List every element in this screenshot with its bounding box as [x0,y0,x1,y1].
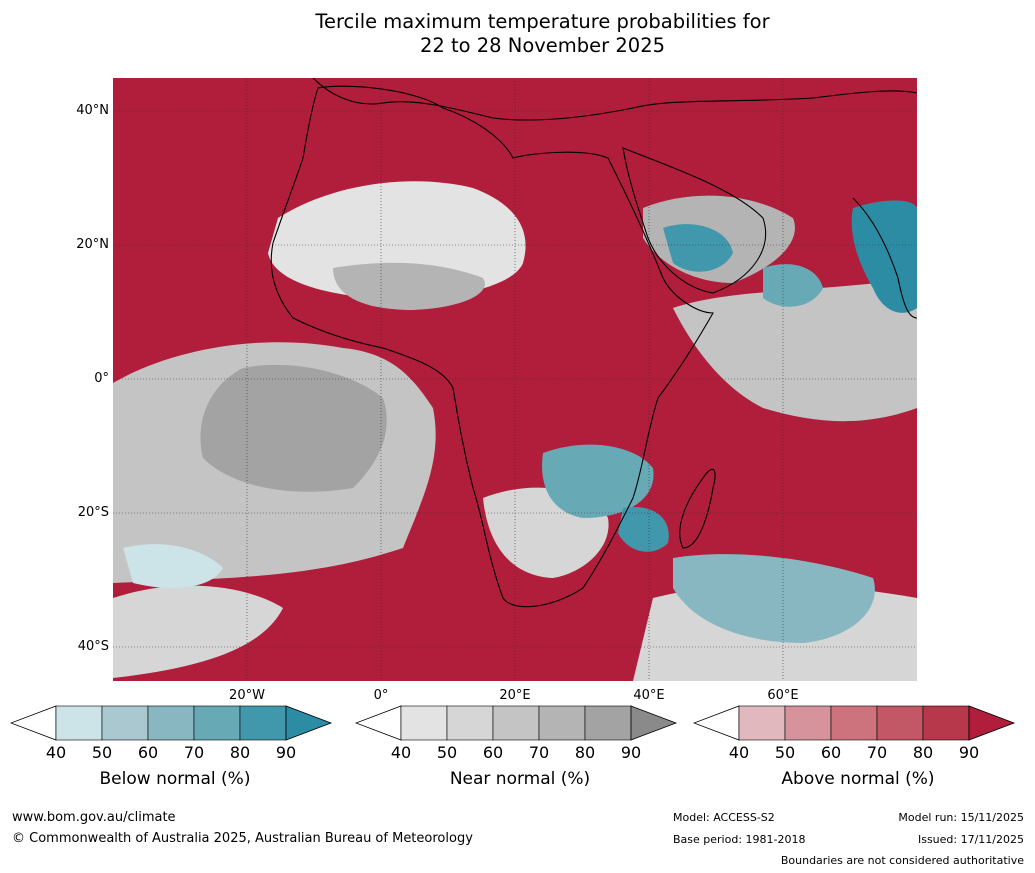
near-region-south-atlantic-dark [200,364,387,492]
lon-label-40e: 40°E [633,688,665,703]
footer-copyright: © Commonwealth of Australia 2025, Austra… [12,831,473,846]
coastline-india [852,197,917,319]
below-region-arabia [663,224,733,272]
legend-below-normal: 40 50 60 70 80 90 Below normal (%) [10,704,340,794]
colorbar-above-normal [693,705,1016,741]
map-panel [113,78,917,681]
legend-tick: 80 [574,743,596,762]
colorbar-below-normal [10,705,333,741]
colorbar-segment [492,705,540,741]
below-normal-regions [123,200,917,643]
legend-tick: 80 [229,743,251,762]
colorbar-segment [400,705,448,741]
legend-tick: 50 [91,743,113,762]
near-region-sahara [268,181,526,299]
colorbar-extend-low [693,705,740,741]
legend-title-below-normal: Below normal (%) [99,769,251,789]
below-region-east-africa [542,444,654,518]
probability-map [113,78,917,681]
colorbar-segment [876,705,924,741]
legend-near-normal: 40 50 60 70 80 90 Near normal (%) [355,704,685,794]
near-region-southwest [113,585,283,678]
legend-tick: 70 [528,743,550,762]
footer-model-run: Model run: 15/11/2025 [898,811,1024,824]
colorbar-segment [446,705,494,741]
legend-tick: 90 [958,743,980,762]
below-region-south-atlantic [123,544,223,588]
colorbar-segment [193,705,241,741]
title-line-2: 22 to 28 November 2025 [419,34,666,57]
colorbar-extend-low [355,705,402,741]
colorbar-extend-high [630,705,678,741]
coastline-madagascar [679,468,716,549]
footer-disclaimer: Boundaries are not considered authoritat… [780,854,1024,867]
map-gridlines [113,78,917,681]
legend-above-normal: 40 50 60 70 80 90 Above normal (%) [693,704,1023,794]
legend-tick: 90 [275,743,297,762]
colorbar-segment [239,705,287,741]
footer-issued: Issued: 17/11/2025 [917,833,1024,846]
colorbar-segment [830,705,878,741]
footer-model: Model: ACCESS-S2 [673,811,775,824]
below-region-south-indian [673,554,875,643]
legend-tick: 40 [728,743,750,762]
colorbar-segment [147,705,195,741]
colorbar-segment [584,705,632,741]
legend-tick: 90 [620,743,642,762]
lat-label-40n: 40°N [76,103,109,118]
colorbar-extend-high [968,705,1016,741]
lat-label-20n: 20°N [76,237,109,252]
colorbar-segment [738,705,786,741]
legend-tick: 40 [390,743,412,762]
near-region-sahel [333,262,485,310]
below-region-india [851,200,917,313]
lat-label-20s: 20°S [77,505,109,520]
lat-label-0: 0° [94,371,109,386]
legend-tick: 80 [912,743,934,762]
colorbar-near-normal [355,705,678,741]
lon-label-20e: 20°E [499,688,531,703]
title-line-1: Tercile maximum temperature probabilitie… [315,10,770,33]
lat-label-40s: 40°S [77,639,109,654]
colorbar-segment [101,705,149,741]
colorbar-segment [55,705,103,741]
legend-tick: 50 [774,743,796,762]
footer-base-period: Base period: 1981-2018 [673,833,806,846]
legend-tick: 70 [183,743,205,762]
legend-title-near-normal: Near normal (%) [449,769,591,789]
coastlines [270,78,917,608]
colorbar-segment [784,705,832,741]
colorbar-extend-low [10,705,57,741]
colorbar-segment [922,705,970,741]
colorbar-extend-high [285,705,333,741]
below-region-mozambique [618,507,669,552]
lon-label-20w: 20°W [229,688,265,703]
coastline-europe [312,78,917,121]
lon-label-0: 0° [373,688,389,703]
legend-tick: 40 [45,743,67,762]
legend-tick: 50 [436,743,458,762]
legend-tick: 60 [820,743,842,762]
legend-tick: 60 [482,743,504,762]
legend-title-above-normal: Above normal (%) [781,769,935,789]
footer-url[interactable]: www.bom.gov.au/climate [12,810,176,825]
below-region-arabian-sea [763,264,823,307]
near-region-indian-ocean [673,278,917,422]
coastline-arabia [622,147,767,294]
lon-label-60e: 60°E [767,688,799,703]
coastline-africa [270,85,714,608]
legend-tick: 60 [137,743,159,762]
colorbar-segment [538,705,586,741]
legend-tick: 70 [866,743,888,762]
map-title: Tercile maximum temperature probabilitie… [0,10,1035,58]
